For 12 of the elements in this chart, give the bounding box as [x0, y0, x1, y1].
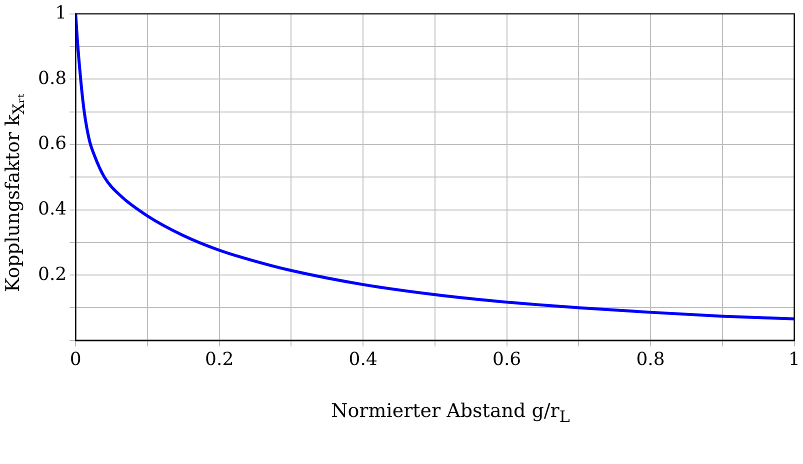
x-tick-label: 0.2 [205, 348, 234, 370]
y-tick-label: 0.8 [38, 68, 67, 89]
x-tick-label: 0.4 [348, 348, 378, 370]
x-axis-title: Normierter Abstand g/r$_{L}$ [330, 400, 571, 426]
y-tick-label: 0.6 [38, 133, 67, 154]
x-tick-label: 1 [788, 348, 800, 370]
x-tick-label: 0 [70, 348, 82, 370]
x-tick-label: 0.8 [636, 348, 665, 370]
x-tick-label: 0.6 [492, 348, 522, 370]
y-tick-label: 0.4 [38, 198, 67, 220]
y-tick-label: 1 [55, 2, 67, 24]
y-tick-label: 0.2 [38, 264, 67, 285]
